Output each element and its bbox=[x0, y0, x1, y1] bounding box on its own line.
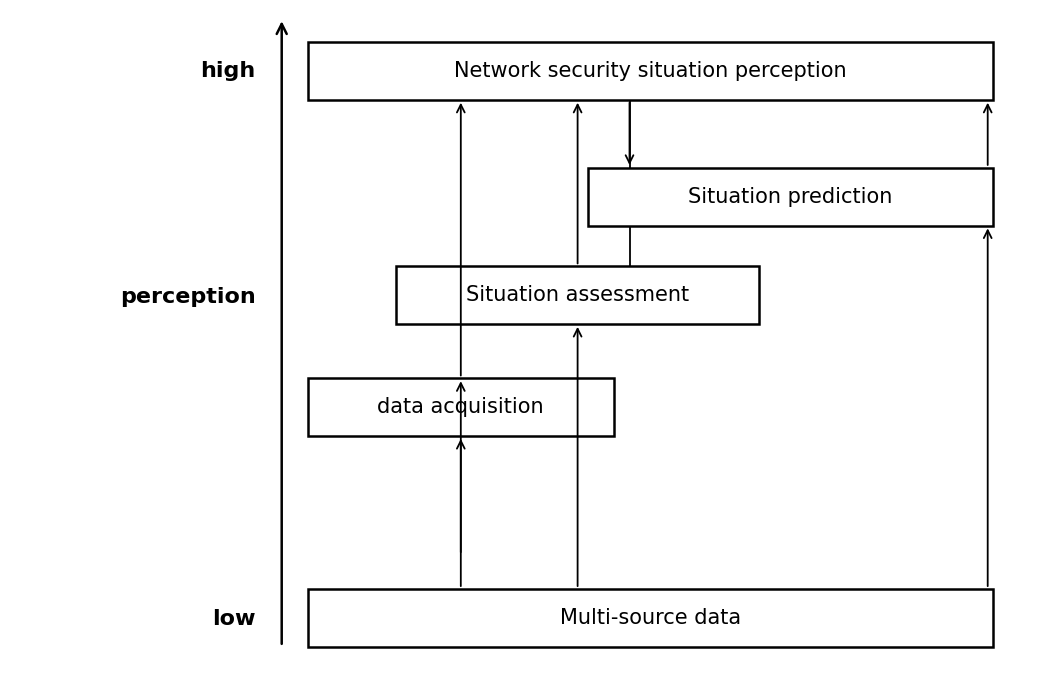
Bar bbox=[308, 379, 614, 436]
Bar bbox=[308, 589, 993, 647]
Text: data acquisition: data acquisition bbox=[378, 397, 544, 417]
Text: high: high bbox=[201, 61, 256, 81]
Bar bbox=[588, 168, 993, 226]
Bar bbox=[396, 266, 759, 324]
Text: Situation prediction: Situation prediction bbox=[688, 187, 892, 207]
Text: Situation assessment: Situation assessment bbox=[466, 285, 689, 305]
Text: Network security situation perception: Network security situation perception bbox=[454, 61, 846, 81]
Text: Multi-source data: Multi-source data bbox=[560, 608, 741, 628]
Text: perception: perception bbox=[120, 287, 256, 307]
Bar bbox=[308, 42, 993, 100]
Text: low: low bbox=[212, 610, 256, 629]
